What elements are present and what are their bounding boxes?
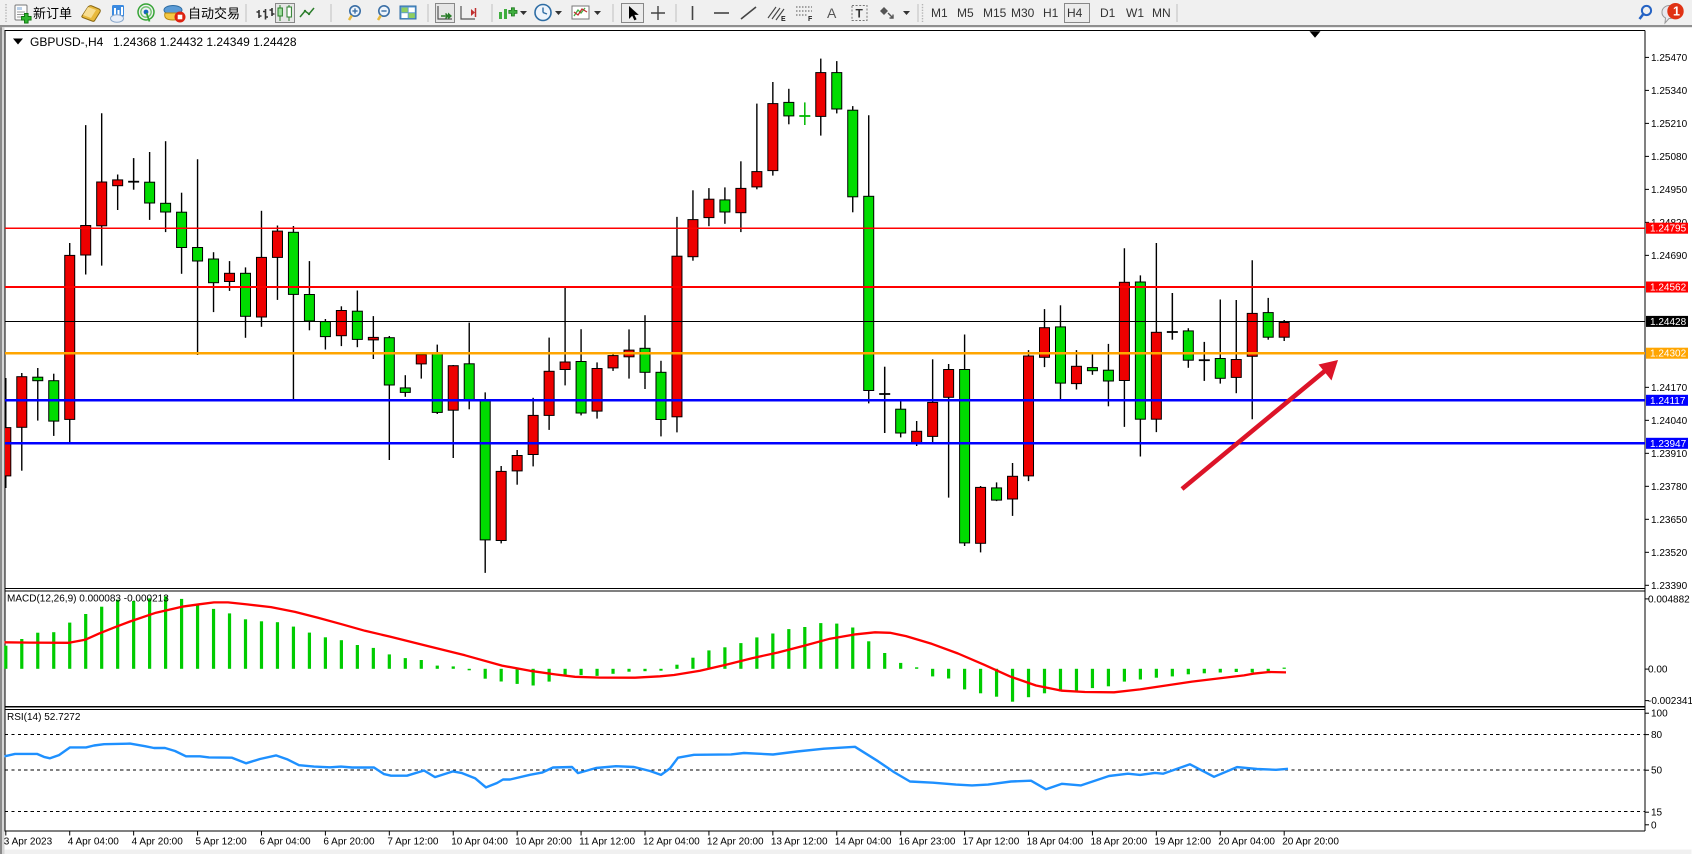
svg-text:18 Apr 20:00: 18 Apr 20:00 bbox=[1090, 836, 1147, 847]
svg-text:50: 50 bbox=[1651, 766, 1663, 777]
svg-text:18 Apr 04:00: 18 Apr 04:00 bbox=[1027, 836, 1084, 847]
svg-text:19 Apr 12:00: 19 Apr 12:00 bbox=[1154, 836, 1211, 847]
svg-text:自动交易: 自动交易 bbox=[188, 6, 240, 21]
svg-text:1.23650: 1.23650 bbox=[1651, 515, 1688, 526]
svg-text:6 Apr 04:00: 6 Apr 04:00 bbox=[259, 836, 311, 847]
svg-text:14 Apr 04:00: 14 Apr 04:00 bbox=[835, 836, 892, 847]
svg-text:11 Apr 12:00: 11 Apr 12:00 bbox=[579, 836, 635, 847]
svg-text:6 Apr 20:00: 6 Apr 20:00 bbox=[323, 836, 375, 847]
svg-text:1.24562: 1.24562 bbox=[1650, 283, 1687, 294]
svg-text:1.25080: 1.25080 bbox=[1651, 152, 1688, 163]
svg-text:10 Apr 04:00: 10 Apr 04:00 bbox=[451, 836, 508, 847]
svg-text:-0.002341: -0.002341 bbox=[1648, 696, 1692, 707]
svg-text:T: T bbox=[856, 7, 864, 21]
svg-text:M30: M30 bbox=[1011, 6, 1035, 20]
svg-text:1.25340: 1.25340 bbox=[1651, 86, 1688, 97]
svg-text:1.23390: 1.23390 bbox=[1651, 581, 1688, 592]
svg-text:F: F bbox=[808, 16, 813, 23]
svg-text:7 Apr 12:00: 7 Apr 12:00 bbox=[387, 836, 439, 847]
svg-text:13 Apr 12:00: 13 Apr 12:00 bbox=[771, 836, 828, 847]
svg-text:1.23947: 1.23947 bbox=[1650, 439, 1687, 450]
svg-text:1.24117: 1.24117 bbox=[1650, 396, 1686, 407]
svg-text:H4: H4 bbox=[1067, 6, 1083, 20]
svg-text:M5: M5 bbox=[957, 6, 974, 20]
svg-text:E: E bbox=[781, 16, 786, 23]
svg-text:新订单: 新订单 bbox=[33, 6, 72, 21]
svg-text:D1: D1 bbox=[1100, 6, 1116, 20]
svg-text:80: 80 bbox=[1651, 730, 1663, 741]
svg-text:10 Apr 20:00: 10 Apr 20:00 bbox=[515, 836, 572, 847]
svg-text:0.00: 0.00 bbox=[1648, 665, 1668, 676]
svg-text:1.23780: 1.23780 bbox=[1651, 482, 1688, 493]
svg-text:M1: M1 bbox=[931, 6, 948, 20]
svg-text:0: 0 bbox=[1651, 820, 1657, 831]
svg-text:20 Apr 04:00: 20 Apr 04:00 bbox=[1218, 836, 1275, 847]
svg-text:GBPUSD-,H4: GBPUSD-,H4 bbox=[30, 35, 104, 49]
svg-text:1.25470: 1.25470 bbox=[1651, 53, 1688, 64]
svg-text:100: 100 bbox=[1651, 709, 1668, 720]
svg-text:4 Apr 20:00: 4 Apr 20:00 bbox=[132, 836, 184, 847]
svg-text:20 Apr 20:00: 20 Apr 20:00 bbox=[1282, 836, 1339, 847]
svg-text:1.23520: 1.23520 bbox=[1651, 548, 1688, 559]
svg-text:RSI(14) 52.7272: RSI(14) 52.7272 bbox=[7, 712, 81, 723]
svg-text:12 Apr 20:00: 12 Apr 20:00 bbox=[707, 836, 764, 847]
svg-text:1: 1 bbox=[1673, 5, 1680, 19]
svg-text:M15: M15 bbox=[983, 6, 1007, 20]
svg-text:1.24302: 1.24302 bbox=[1650, 349, 1687, 360]
svg-text:1.24690: 1.24690 bbox=[1651, 251, 1688, 262]
svg-text:1.24368 1.24432 1.24349 1.2442: 1.24368 1.24432 1.24349 1.24428 bbox=[113, 35, 297, 49]
svg-text:3 Apr 2023: 3 Apr 2023 bbox=[4, 836, 53, 847]
svg-text:4 Apr 04:00: 4 Apr 04:00 bbox=[68, 836, 120, 847]
svg-text:17 Apr 12:00: 17 Apr 12:00 bbox=[963, 836, 1020, 847]
svg-text:MN: MN bbox=[1152, 6, 1171, 20]
svg-text:H1: H1 bbox=[1043, 6, 1059, 20]
svg-text:5 Apr 12:00: 5 Apr 12:00 bbox=[196, 836, 248, 847]
svg-text:12 Apr 04:00: 12 Apr 04:00 bbox=[643, 836, 700, 847]
svg-text:A: A bbox=[827, 5, 837, 21]
svg-text:MACD(12,26,9) 0.000083 -0.0002: MACD(12,26,9) 0.000083 -0.000213 bbox=[7, 594, 169, 605]
svg-text:1.24950: 1.24950 bbox=[1651, 185, 1688, 196]
svg-text:1.23910: 1.23910 bbox=[1651, 449, 1688, 460]
svg-text:1.24170: 1.24170 bbox=[1651, 383, 1688, 394]
svg-text:1.24795: 1.24795 bbox=[1650, 224, 1687, 235]
svg-text:1.25210: 1.25210 bbox=[1651, 119, 1688, 130]
svg-text:15: 15 bbox=[1651, 808, 1663, 819]
svg-text:16 Apr 23:00: 16 Apr 23:00 bbox=[899, 836, 956, 847]
svg-text:W1: W1 bbox=[1126, 6, 1144, 20]
svg-text:0.004882: 0.004882 bbox=[1648, 594, 1690, 605]
svg-text:1.24428: 1.24428 bbox=[1650, 317, 1687, 328]
svg-text:1.24040: 1.24040 bbox=[1651, 416, 1688, 427]
